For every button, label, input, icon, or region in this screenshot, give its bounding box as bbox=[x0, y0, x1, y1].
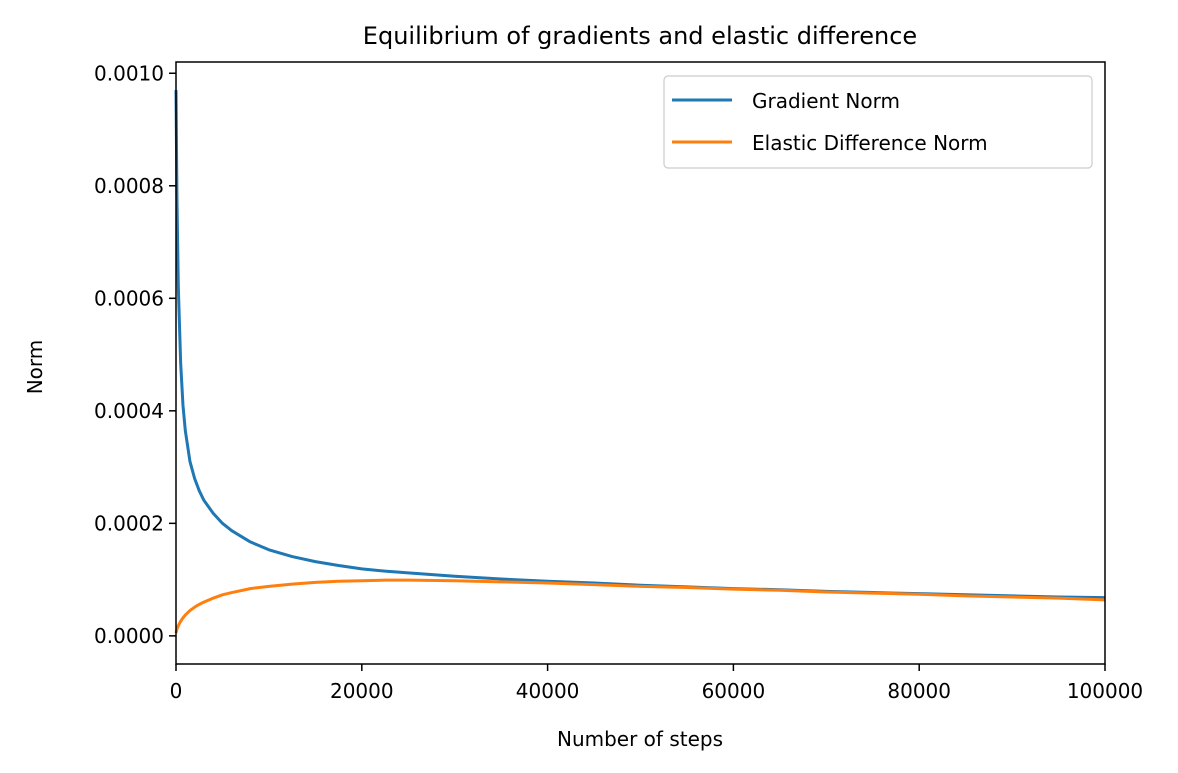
legend: Gradient Norm Elastic Difference Norm bbox=[663, 75, 1093, 169]
legend-label-elastic-difference-norm: Elastic Difference Norm bbox=[752, 131, 988, 155]
x-tick-label: 100000 bbox=[1067, 679, 1143, 703]
legend-box bbox=[663, 75, 1093, 169]
series-layer bbox=[174, 90, 1106, 634]
legend-entry-elastic-difference-norm: Elastic Difference Norm bbox=[672, 131, 988, 155]
x-axis: 0 20000 40000 60000 80000 100000 bbox=[170, 664, 1143, 703]
y-tick-label: 0.0006 bbox=[94, 286, 164, 310]
chart-title: Equilibrium of gradients and elastic dif… bbox=[363, 22, 917, 50]
y-tick-label: 0.0004 bbox=[94, 399, 164, 423]
y-tick-label: 0.0002 bbox=[94, 511, 164, 535]
series-line-elastic-difference-norm bbox=[174, 578, 1106, 634]
y-tick-label: 0.0008 bbox=[94, 174, 164, 198]
y-tick-label: 0.0010 bbox=[94, 61, 164, 85]
x-tick-label: 80000 bbox=[887, 679, 951, 703]
x-tick-label: 20000 bbox=[330, 679, 394, 703]
x-tick-label: 0 bbox=[170, 679, 183, 703]
y-axis: 0.0000 0.0002 0.0004 0.0006 0.0008 0.0010 bbox=[94, 61, 176, 648]
y-axis-title: Norm bbox=[23, 340, 47, 395]
x-tick-label: 60000 bbox=[702, 679, 766, 703]
y-tick-label: 0.0000 bbox=[94, 624, 164, 648]
legend-label-gradient-norm: Gradient Norm bbox=[752, 89, 900, 113]
legend-entry-gradient-norm: Gradient Norm bbox=[672, 89, 900, 113]
plot-frame bbox=[175, 61, 1106, 665]
x-tick-label: 40000 bbox=[516, 679, 580, 703]
x-axis-title: Number of steps bbox=[557, 727, 723, 751]
